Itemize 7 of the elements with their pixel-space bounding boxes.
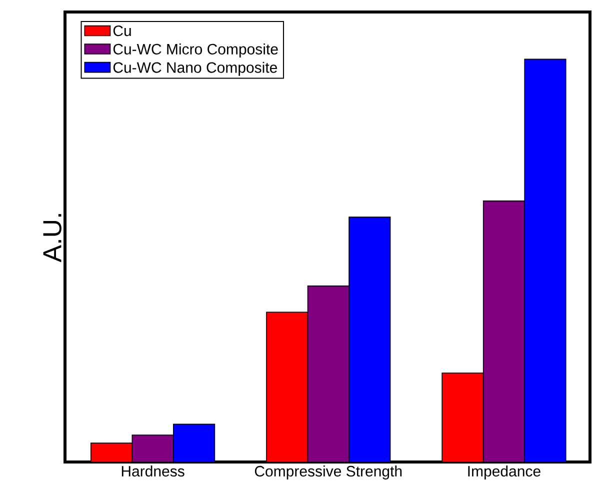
legend-label: Cu xyxy=(113,25,131,36)
legend-label: Cu-WC Micro Composite xyxy=(113,43,278,58)
x-tick-label: Impedance xyxy=(468,466,540,480)
legend-label: Cu-WC Nano Composite xyxy=(113,62,278,76)
y-axis-title: A.U. xyxy=(43,214,62,262)
x-tick-label: Hardness xyxy=(122,466,184,477)
x-tick-label: Compressive Strength xyxy=(254,466,402,480)
